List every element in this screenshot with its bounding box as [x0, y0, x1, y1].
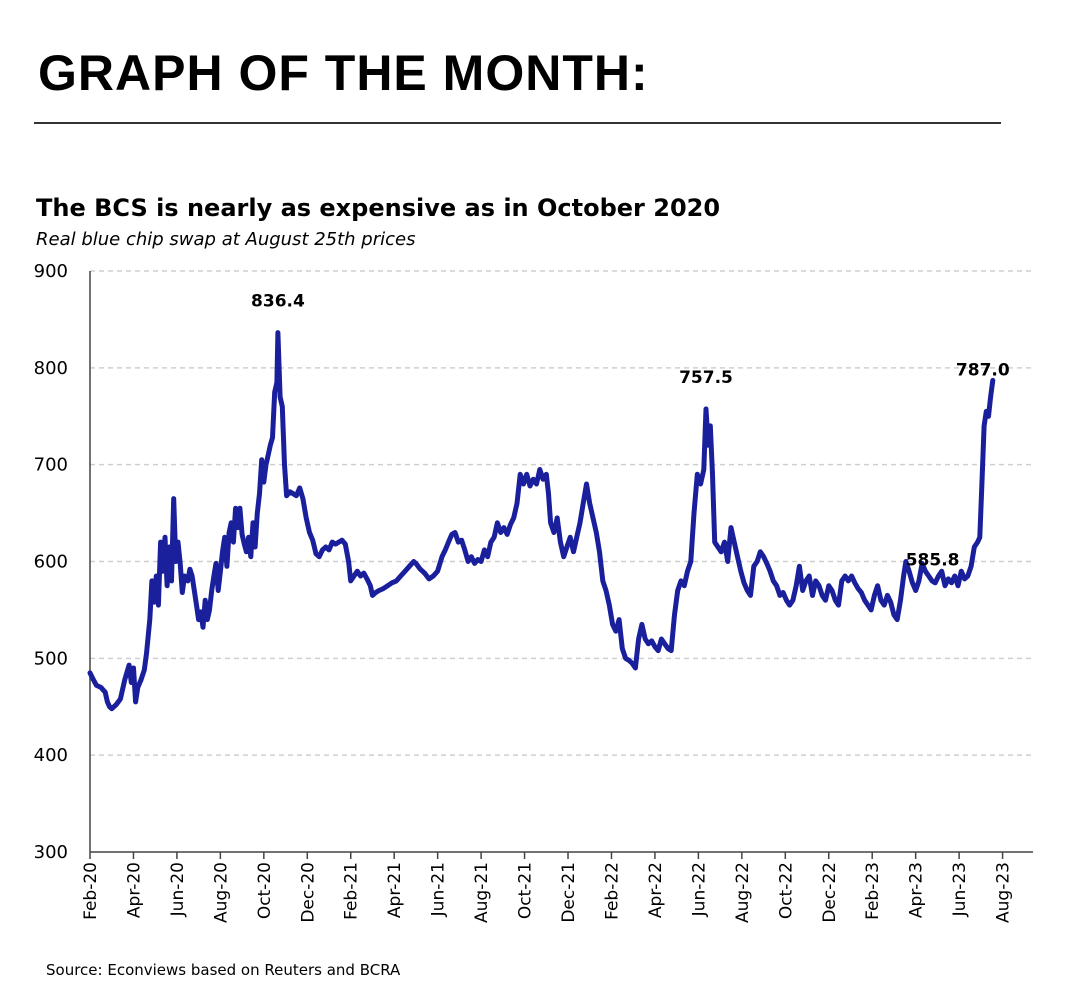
- x-tick-label-Apr-23: Apr-23: [907, 862, 927, 918]
- x-tick-label-Oct-20: Oct-20: [255, 862, 275, 919]
- chart-title: The BCS is nearly as expensive as in Oct…: [36, 194, 721, 222]
- y-tick-label-900: 900: [34, 261, 68, 282]
- x-tick-label-Oct-22: Oct-22: [776, 862, 796, 919]
- chart-subtitle: Real blue chip swap at August 25th price…: [36, 229, 416, 250]
- annotation-836.4: 836.4: [251, 292, 305, 312]
- annotation-787.0: 787.0: [956, 360, 1010, 380]
- x-tick-label-Dec-22: Dec-22: [820, 862, 840, 923]
- page-headline: GRAPH OF THE MONTH:: [38, 45, 649, 101]
- y-tick-label-700: 700: [34, 455, 68, 476]
- x-tick-label-Apr-20: Apr-20: [124, 862, 144, 918]
- x-tick-label-Aug-20: Aug-20: [211, 862, 231, 923]
- annotation-757.5: 757.5: [679, 368, 733, 388]
- x-tick-label-Apr-22: Apr-22: [646, 862, 666, 918]
- annotation-585.8: 585.8: [906, 550, 960, 570]
- x-tick-label-Feb-22: Feb-22: [602, 862, 622, 920]
- x-tick-label-Feb-20: Feb-20: [81, 862, 101, 920]
- series-layer: [87, 330, 996, 712]
- x-tick-label-Jun-22: Jun-22: [689, 862, 709, 917]
- axes: 300 400 500 600 700 800 900 Feb-20 Apr-20 Jun-20 A…: [34, 261, 1033, 923]
- bcs-line-chart: 300 400 500 600 700 800 900 Feb-20 Apr-20 Jun-20 A…: [34, 261, 1033, 923]
- y-tick-label-600: 600: [34, 552, 68, 573]
- gridlines: [90, 270, 1033, 756]
- headline-divider: [34, 122, 1001, 124]
- x-tick-label-Jun-21: Jun-21: [429, 862, 449, 917]
- y-tick-label-800: 800: [34, 358, 68, 379]
- y-tick-label-400: 400: [34, 745, 68, 766]
- source-note: Source: Econviews based on Reuters and B…: [46, 961, 401, 979]
- x-tick-label-Feb-21: Feb-21: [342, 862, 362, 920]
- x-tick-label-Dec-21: Dec-21: [559, 862, 579, 923]
- y-tick-label-500: 500: [34, 648, 68, 669]
- x-tick-label-Jun-23: Jun-23: [950, 862, 970, 917]
- x-tick-label-Apr-21: Apr-21: [385, 862, 405, 918]
- x-tick-label-Aug-22: Aug-22: [733, 862, 753, 923]
- x-tick-label-Aug-21: Aug-21: [472, 862, 492, 923]
- x-tick-label-Dec-20: Dec-20: [298, 862, 318, 923]
- x-tick-label-Oct-21: Oct-21: [516, 862, 536, 919]
- annotations: 836.4 757.5 585.8 787.0: [251, 292, 1010, 571]
- x-tick-label-Aug-23: Aug-23: [994, 862, 1014, 923]
- x-tick-label-Feb-23: Feb-23: [863, 862, 883, 920]
- x-tick-label-Jun-20: Jun-20: [168, 862, 188, 917]
- y-tick-label-300: 300: [34, 842, 68, 863]
- series-line-0: [87, 330, 996, 712]
